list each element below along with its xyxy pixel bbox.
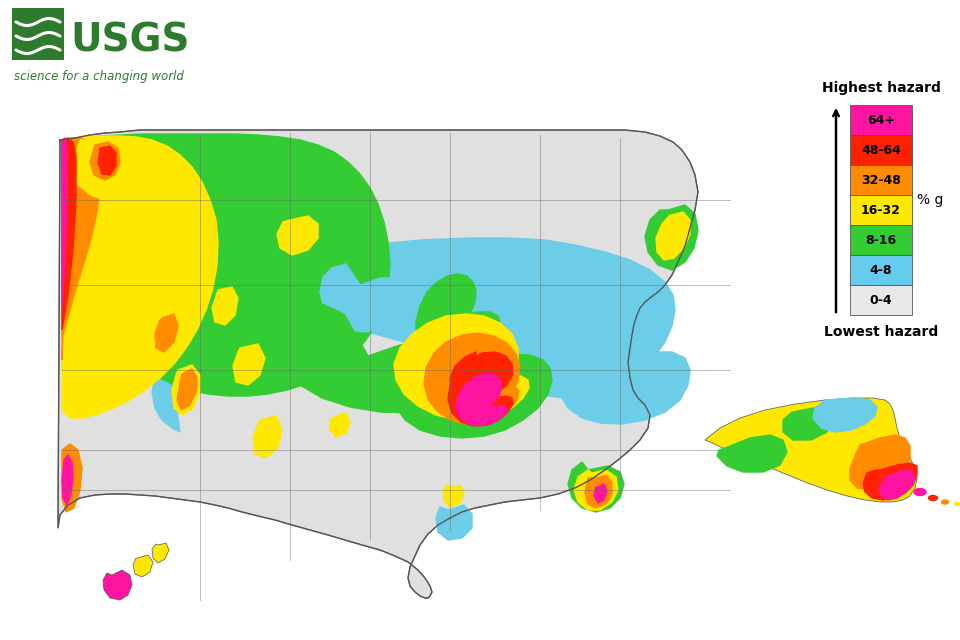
Text: 8-16: 8-16 — [865, 234, 897, 246]
Polygon shape — [320, 264, 410, 332]
Polygon shape — [277, 216, 318, 255]
Polygon shape — [879, 470, 915, 500]
Polygon shape — [72, 138, 135, 200]
Text: 32-48: 32-48 — [861, 173, 900, 186]
Polygon shape — [705, 398, 917, 502]
Polygon shape — [133, 555, 153, 577]
Polygon shape — [62, 455, 73, 505]
Polygon shape — [62, 134, 390, 396]
Bar — [850, 255, 912, 285]
Polygon shape — [62, 138, 76, 330]
Ellipse shape — [914, 488, 926, 495]
Bar — [850, 105, 912, 135]
Bar — [850, 165, 912, 195]
Text: 16-32: 16-32 — [861, 204, 900, 216]
Polygon shape — [645, 205, 698, 270]
Bar — [850, 195, 912, 225]
Polygon shape — [456, 373, 507, 426]
Polygon shape — [656, 212, 690, 260]
Polygon shape — [278, 302, 503, 413]
Polygon shape — [717, 435, 787, 472]
Polygon shape — [98, 146, 116, 175]
Text: 0-4: 0-4 — [870, 294, 892, 307]
Polygon shape — [155, 314, 178, 352]
Text: USGS: USGS — [70, 21, 189, 60]
Polygon shape — [568, 462, 624, 512]
Bar — [850, 285, 912, 315]
Text: Highest hazard: Highest hazard — [822, 81, 941, 95]
Polygon shape — [58, 130, 698, 598]
Polygon shape — [813, 398, 877, 432]
Text: 48-64: 48-64 — [861, 143, 900, 157]
Text: science for a changing world: science for a changing world — [14, 70, 184, 83]
Polygon shape — [783, 408, 833, 440]
Polygon shape — [62, 138, 67, 305]
Bar — [850, 135, 912, 165]
Polygon shape — [382, 378, 402, 400]
Polygon shape — [172, 365, 200, 415]
Text: Lowest hazard: Lowest hazard — [824, 325, 938, 339]
Polygon shape — [585, 475, 612, 508]
Polygon shape — [103, 570, 132, 600]
Polygon shape — [152, 543, 169, 563]
Polygon shape — [436, 505, 472, 540]
Polygon shape — [558, 305, 690, 424]
Bar — [850, 225, 912, 255]
Polygon shape — [850, 435, 910, 490]
Polygon shape — [177, 369, 197, 410]
Polygon shape — [90, 142, 120, 180]
Polygon shape — [424, 333, 520, 424]
Polygon shape — [253, 416, 282, 458]
Polygon shape — [62, 138, 100, 360]
Polygon shape — [448, 352, 513, 426]
Polygon shape — [392, 274, 552, 438]
Ellipse shape — [954, 502, 959, 506]
Polygon shape — [233, 344, 265, 385]
Bar — [12, 8, 64, 60]
Polygon shape — [394, 314, 529, 420]
Polygon shape — [574, 470, 618, 510]
Text: % g: % g — [917, 193, 944, 207]
Polygon shape — [594, 484, 607, 503]
Ellipse shape — [942, 500, 948, 504]
Polygon shape — [152, 238, 675, 432]
Polygon shape — [62, 136, 218, 418]
Polygon shape — [443, 484, 464, 507]
Text: 64+: 64+ — [867, 113, 895, 127]
Polygon shape — [330, 413, 350, 437]
Ellipse shape — [928, 495, 938, 500]
Text: 4-8: 4-8 — [870, 264, 892, 276]
Polygon shape — [863, 463, 917, 500]
Polygon shape — [62, 444, 82, 512]
Polygon shape — [212, 287, 238, 325]
